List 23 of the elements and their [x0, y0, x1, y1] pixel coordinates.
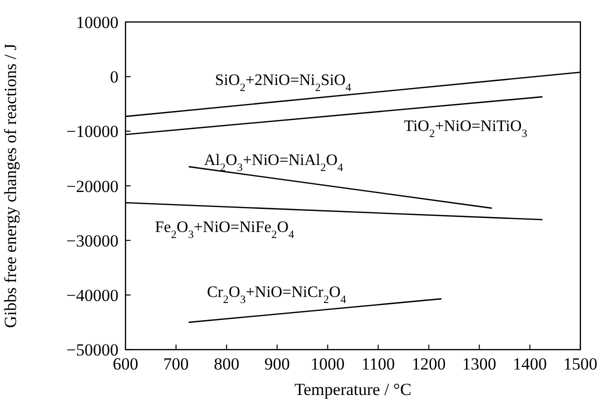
y-tick-label: −40000 [66, 286, 118, 305]
x-tick-label: 1000 [310, 354, 345, 374]
x-tick-label: 1400 [512, 354, 547, 374]
y-axis-title: Gibbs free energy changes of reactions / J [1, 43, 20, 328]
x-axis-title: Temperature / °C [294, 380, 412, 399]
x-tick-label: 900 [264, 354, 290, 374]
x-tick-label: 800 [214, 354, 240, 374]
x-tick-label: 700 [163, 354, 189, 374]
series-label: Al$_{2}$O$_{3}$+NiO=NiAl$_{2}$O$_{4}$ [204, 152, 344, 174]
x-tick-label: 1100 [362, 354, 395, 374]
series-label: Cr$_{2}$O$_{3}$+NiO=NiCr$_{2}$O$_{4}$ [207, 284, 347, 306]
x-tick-label: 1200 [412, 354, 446, 374]
x-tick-label: 1300 [462, 354, 496, 374]
series-label: Fe$_{2}$O$_{3}$+NiO=NiFe$_{2}$O$_{4}$ [155, 219, 295, 241]
x-tick-label: 600 [112, 354, 138, 374]
series-label: SiO$_{2}$+2NiO=Ni$_{2}$SiO$_{4}$ [215, 72, 352, 94]
x-tick-label: 1500 [563, 354, 598, 374]
y-tick-label: −30000 [66, 231, 118, 250]
y-tick-label: −10000 [66, 122, 118, 142]
series-label: TiO$_{2}$+NiO=NiTiO$_{3}$ [404, 118, 528, 140]
y-tick-label: 0 [110, 68, 118, 87]
y-tick-label: −20000 [66, 176, 118, 196]
y-tick-label: 10000 [76, 13, 118, 32]
